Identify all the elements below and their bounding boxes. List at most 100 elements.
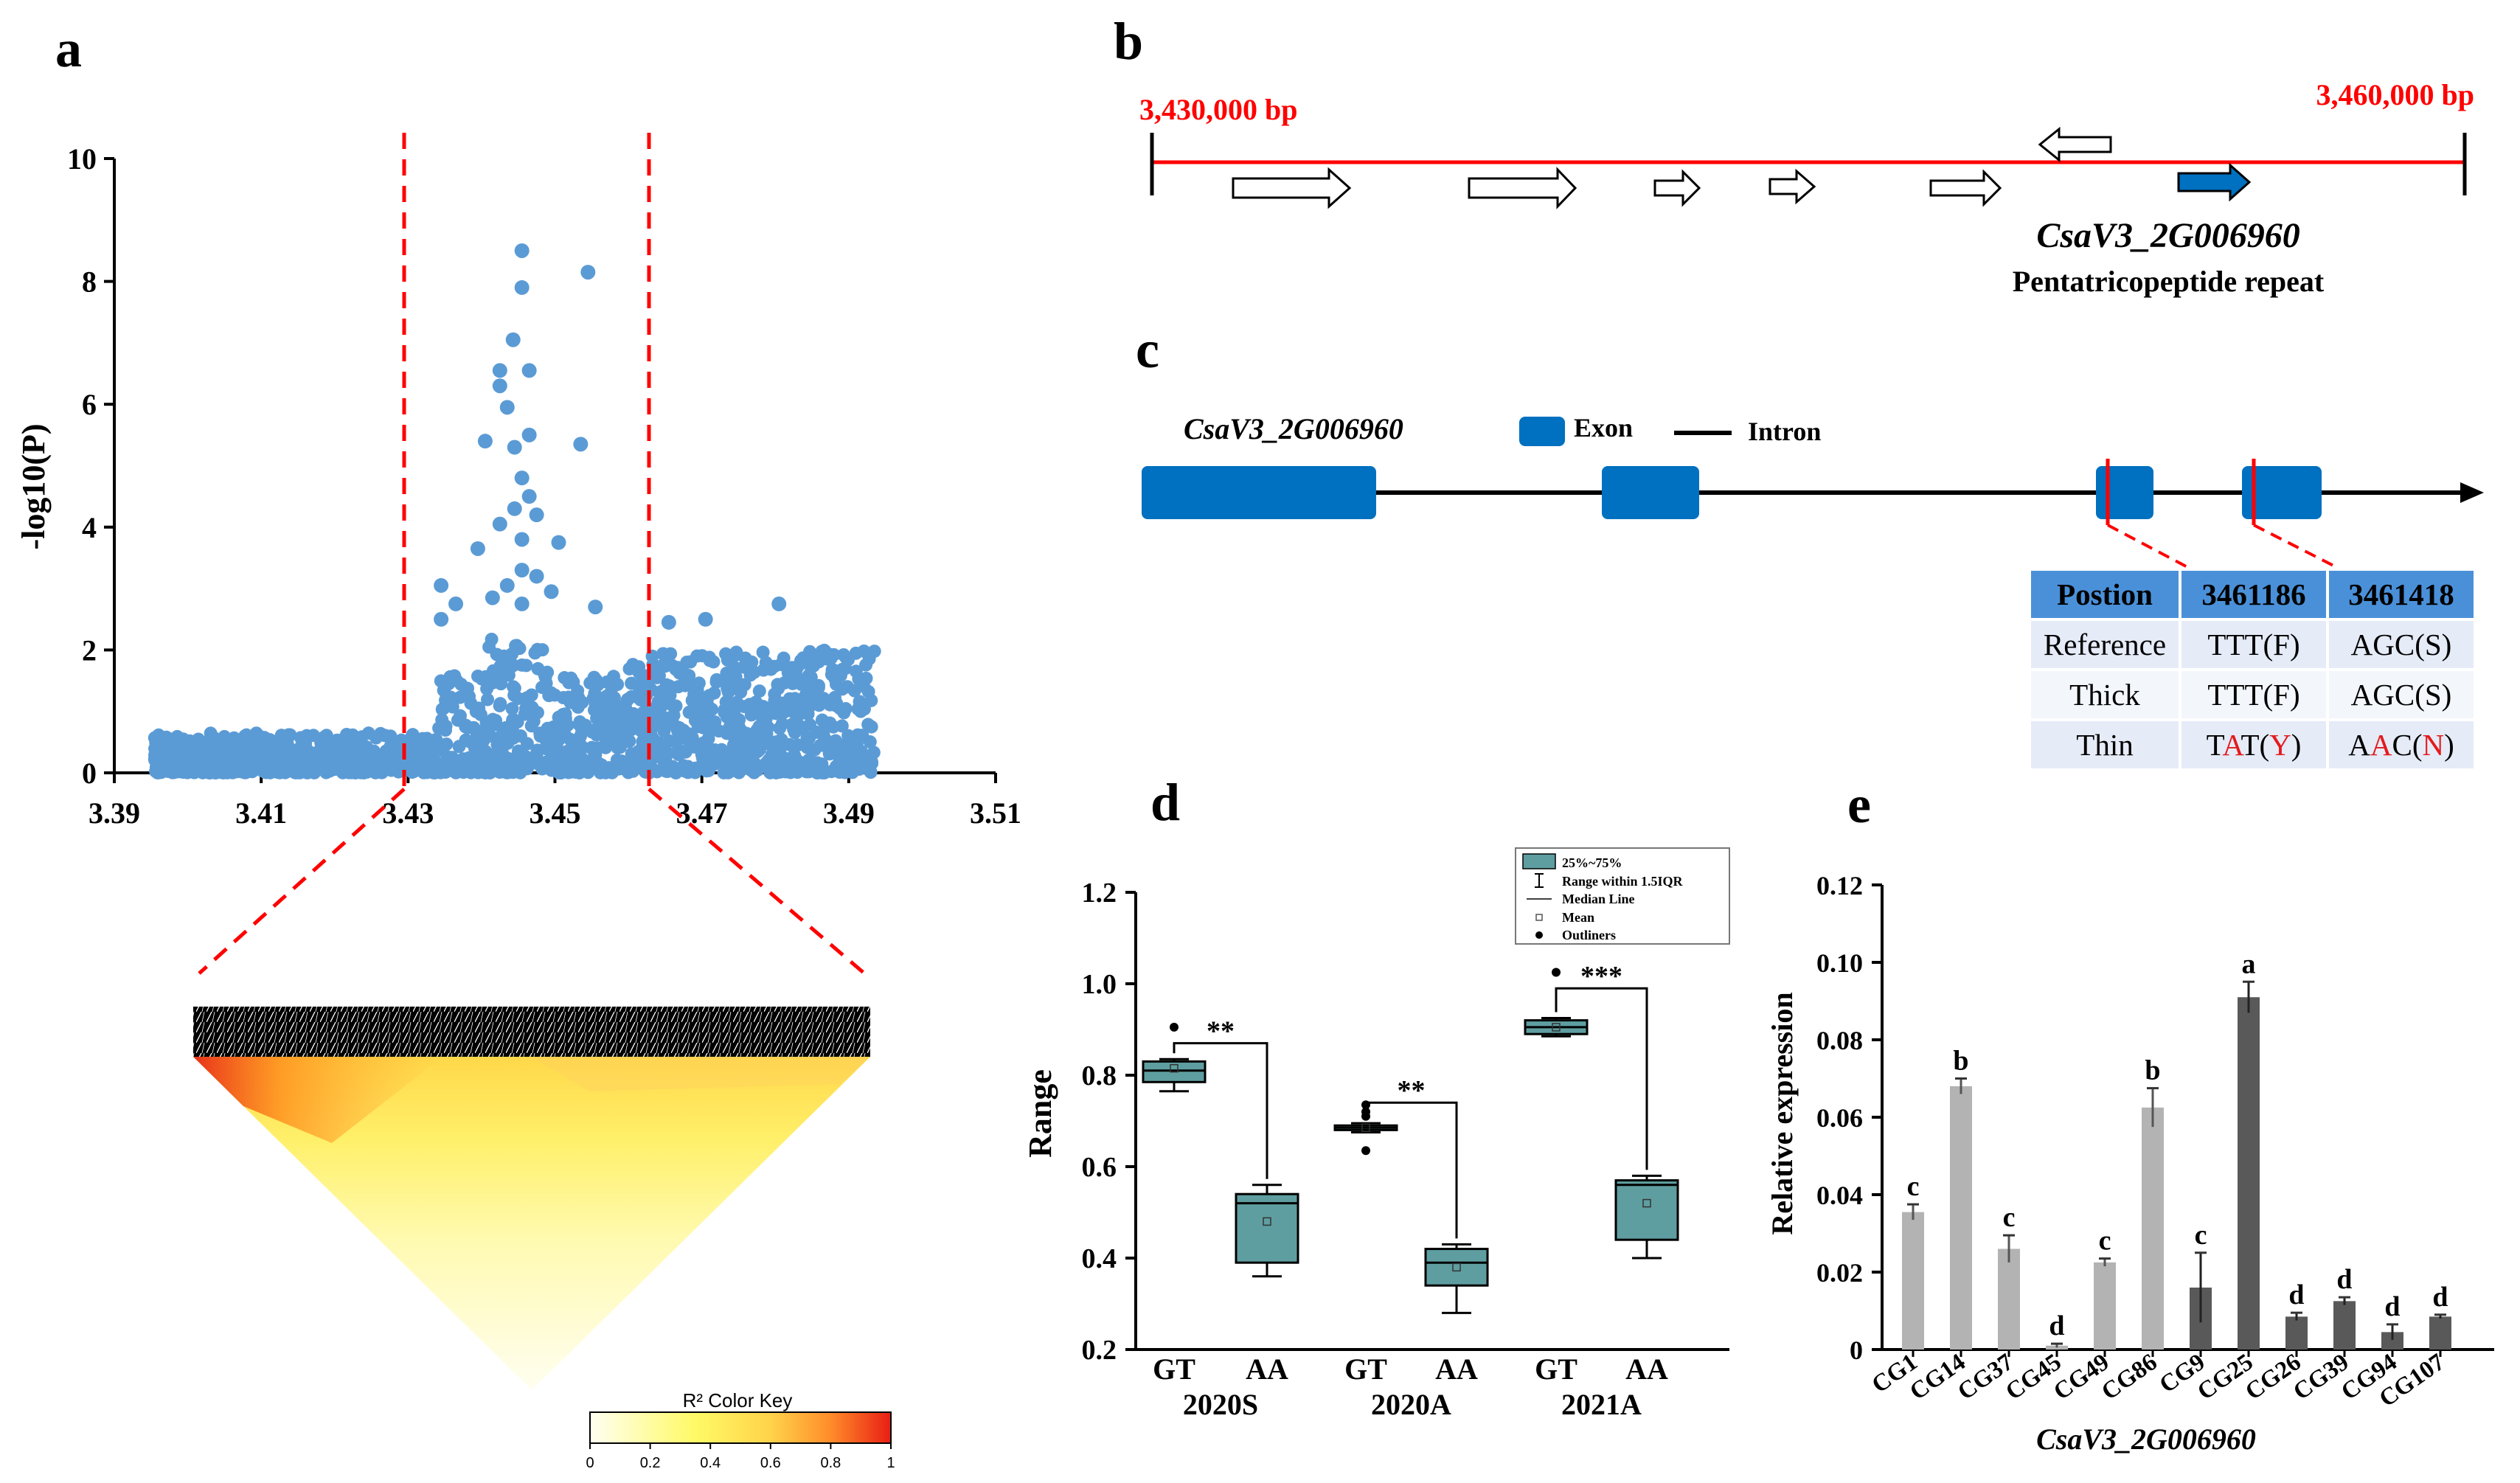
significance-letter: d <box>2336 1264 2352 1295</box>
data-point <box>769 735 783 749</box>
box-outlier <box>1170 1022 1179 1032</box>
data-point <box>741 656 755 670</box>
box-mean <box>1361 1123 1370 1133</box>
color-key-tick-label: 0.8 <box>820 1455 841 1471</box>
color-key-title: R² Color Key <box>683 1389 793 1411</box>
d-y-tick-label: 0.6 <box>1082 1152 1117 1183</box>
data-point <box>501 751 515 765</box>
data-point <box>660 716 674 730</box>
data-point <box>514 279 530 295</box>
a-x-tick-label: 3.39 <box>88 796 140 830</box>
data-point <box>822 647 836 661</box>
data-point <box>826 663 840 677</box>
data-point <box>319 765 333 779</box>
snp-table: Postion 3461186 3461418 Reference TTT(F)… <box>2028 568 2476 771</box>
data-point <box>468 742 482 756</box>
data-point <box>549 729 563 743</box>
e-y-tick-label: 0.04 <box>1816 1181 1863 1210</box>
data-point <box>756 645 770 659</box>
data-point <box>680 732 694 746</box>
data-point <box>448 669 462 683</box>
data-point <box>499 577 515 593</box>
data-point <box>515 658 529 672</box>
bar <box>2381 1332 2403 1350</box>
data-point <box>493 697 507 711</box>
data-point <box>698 748 712 762</box>
data-point <box>581 763 595 777</box>
data-point <box>598 737 612 751</box>
genotype-label: GT <box>1535 1352 1577 1386</box>
ld-heatmap-high-r2 <box>193 1057 442 1143</box>
color-key-tick-label: 0 <box>586 1455 594 1471</box>
d-legend-whisker: Range within 1.5IQR <box>1562 874 1684 889</box>
d-legend-median: Median Line <box>1562 892 1635 906</box>
data-point <box>832 751 846 765</box>
data-point <box>492 378 507 394</box>
significance-bracket <box>1555 987 1648 1170</box>
group-label: 2021A <box>1561 1388 1642 1421</box>
data-point <box>650 670 664 684</box>
data-point <box>378 729 392 743</box>
data-point <box>514 532 530 547</box>
d-legend-mean-icon <box>1535 914 1543 921</box>
table-cell: AGC(S) <box>2329 621 2474 668</box>
data-point <box>781 666 795 680</box>
data-point <box>467 720 481 734</box>
data-point <box>530 706 544 720</box>
d-legend-mean: Mean <box>1562 910 1594 925</box>
data-point <box>543 742 557 756</box>
data-point <box>541 665 555 679</box>
data-point <box>434 611 449 627</box>
bar <box>2333 1301 2356 1350</box>
data-point <box>783 765 797 779</box>
data-point <box>215 754 229 768</box>
data-point <box>803 718 817 732</box>
gene-arrow-4 <box>1768 168 1816 205</box>
codon-part: ) <box>2291 728 2302 762</box>
data-point <box>514 470 530 486</box>
d-legend-box: 25%~75% <box>1562 855 1622 870</box>
data-point <box>622 661 636 675</box>
data-point <box>729 645 743 659</box>
table-row-name: Thin <box>2031 721 2179 768</box>
data-point <box>562 675 576 690</box>
data-point <box>296 747 310 761</box>
panel-label-e: e <box>1847 775 1871 834</box>
data-point <box>712 724 726 738</box>
significance-letter: c <box>1907 1171 1920 1202</box>
data-point <box>859 658 873 672</box>
data-point <box>803 645 817 659</box>
data-point <box>664 647 678 661</box>
data-point <box>740 759 754 773</box>
data-point <box>494 677 508 691</box>
data-point <box>535 643 549 657</box>
data-point <box>249 726 263 740</box>
data-point <box>339 747 353 761</box>
d-legend-outlier-icon <box>1535 931 1543 939</box>
data-point <box>427 763 441 777</box>
data-point <box>681 765 695 779</box>
data-point <box>372 759 386 773</box>
data-point <box>499 400 515 415</box>
data-point <box>470 541 485 556</box>
data-point <box>544 584 559 600</box>
data-point <box>754 737 768 751</box>
ld-snp-strip <box>193 1007 870 1057</box>
data-point <box>489 714 503 728</box>
data-point <box>759 712 773 726</box>
data-point <box>837 706 851 720</box>
d-legend-swatch-box <box>1522 853 1556 869</box>
expression-bar-chart: 0 0.02 0.04 0.06 0.08 0.10 0.12 Relative expre… <box>1766 871 2494 1456</box>
a-x-tick-label: 3.43 <box>382 796 434 830</box>
color-key-tick-label: 0.4 <box>700 1455 721 1471</box>
box-mean <box>1263 1217 1271 1226</box>
data-point <box>620 693 634 707</box>
box-iqr <box>1235 1192 1299 1264</box>
data-point <box>343 729 357 743</box>
exon-legend-label: Exon <box>1574 413 1633 442</box>
data-point <box>822 738 836 752</box>
data-point <box>678 678 693 692</box>
significance-letter: d <box>2288 1279 2304 1310</box>
zoom-line-right <box>648 788 870 979</box>
data-point <box>521 427 537 442</box>
